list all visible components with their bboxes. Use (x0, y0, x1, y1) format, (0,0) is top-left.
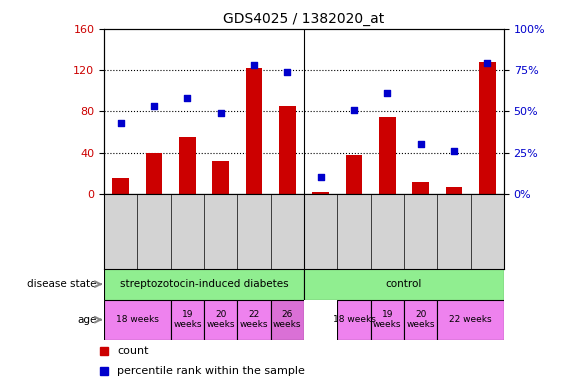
Text: 19
weeks: 19 weeks (173, 310, 202, 329)
Bar (238, 300, 271, 340)
Text: count: count (117, 346, 149, 356)
Bar (337, 300, 370, 340)
Bar (146, 152, 163, 194)
Title: GDS4025 / 1382020_at: GDS4025 / 1382020_at (224, 12, 385, 26)
Point (383, 90, 392, 96)
Text: 20
weeks: 20 weeks (406, 310, 435, 329)
Point (449, 148, 458, 154)
Bar (312, 192, 329, 194)
Text: streptozotocin-induced diabetes: streptozotocin-induced diabetes (120, 279, 288, 289)
Bar (437, 300, 504, 340)
Text: disease state: disease state (27, 279, 97, 289)
Bar (479, 62, 495, 194)
Text: 19
weeks: 19 weeks (373, 310, 401, 329)
Point (183, 95, 192, 101)
Text: 22 weeks: 22 weeks (449, 315, 492, 324)
Point (482, 60, 491, 66)
Bar (104, 269, 304, 300)
Point (283, 69, 292, 75)
Point (216, 110, 225, 116)
Text: 18 weeks: 18 weeks (333, 315, 376, 324)
Bar (179, 137, 196, 194)
Bar (245, 68, 262, 194)
Bar (304, 269, 504, 300)
Bar (346, 155, 363, 194)
Bar (212, 161, 229, 194)
Bar (304, 300, 337, 340)
Bar (404, 300, 437, 340)
Text: percentile rank within the sample: percentile rank within the sample (117, 366, 305, 376)
Point (150, 103, 159, 109)
Bar (279, 106, 296, 194)
Bar (412, 182, 429, 194)
Point (117, 120, 126, 126)
Bar (445, 187, 462, 194)
Point (316, 174, 325, 180)
Bar (113, 179, 129, 194)
Text: age: age (77, 314, 97, 325)
Bar (379, 116, 396, 194)
Bar (271, 300, 304, 340)
Point (416, 141, 425, 147)
Bar (171, 300, 204, 340)
Text: control: control (386, 279, 422, 289)
Bar (370, 300, 404, 340)
Text: 20
weeks: 20 weeks (207, 310, 235, 329)
Text: 26
weeks: 26 weeks (273, 310, 302, 329)
Text: 22
weeks: 22 weeks (240, 310, 269, 329)
Point (350, 107, 359, 113)
Bar (104, 300, 171, 340)
Point (249, 62, 258, 68)
Bar (204, 300, 238, 340)
Text: 18 weeks: 18 weeks (116, 315, 159, 324)
